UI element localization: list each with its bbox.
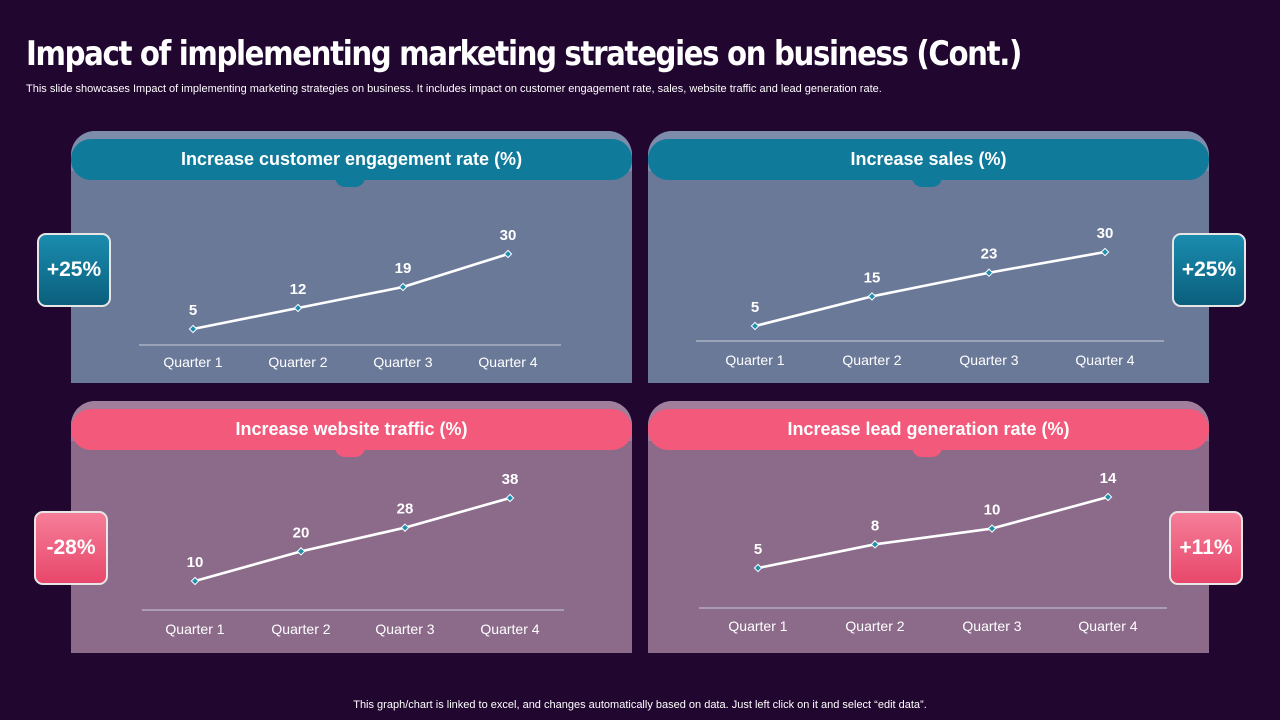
sales-category-label-1: Quarter 1: [725, 352, 784, 368]
lead-generation-category-label-4: Quarter 4: [1078, 618, 1137, 634]
lead-generation-point-2: [870, 540, 880, 549]
website-traffic-change-badge: -28%: [34, 511, 108, 585]
lead-generation-header-label: Increase lead generation rate (%): [787, 419, 1070, 439]
sales-header: Increase sales (%): [648, 139, 1209, 187]
lead-generation-series-line: [756, 495, 1110, 570]
engagement-category-label-3: Quarter 3: [373, 354, 432, 370]
sales-category-label-3: Quarter 3: [959, 352, 1018, 368]
lead-generation-point-3: [987, 524, 997, 533]
sales-point-3: [984, 268, 994, 278]
sales-data-label-3: 23: [981, 246, 998, 263]
website-traffic-series-line: [193, 496, 512, 583]
lead-generation-point-1: [753, 563, 763, 573]
website-traffic-chart[interactable]: 10 Quarter 1 20 Quarter 2 28 Quarter 3 38 Quart…: [71, 451, 632, 653]
website-traffic-category-label-4: Quarter 4: [480, 621, 539, 637]
sales-data-label-2: 15: [864, 269, 881, 286]
lead-generation-category-label-3: Quarter 3: [962, 618, 1021, 634]
lead-generation-change-badge: +11%: [1169, 511, 1243, 585]
sales-point-2: [867, 292, 877, 301]
page-subtitle: This slide showcases Impact of implement…: [26, 83, 882, 95]
website-traffic-data-label-4: 38: [502, 471, 519, 488]
engagement-data-label-1: 5: [189, 302, 197, 319]
lead-generation-data-label-3: 10: [984, 502, 1001, 519]
sales-category-label-4: Quarter 4: [1075, 352, 1134, 368]
website-traffic-point-3: [400, 523, 410, 532]
website-traffic-data-label-1: 10: [187, 554, 204, 571]
website-traffic-header-label: Increase website traffic (%): [235, 419, 468, 439]
engagement-point-2: [293, 303, 303, 313]
sales-change-badge: +25%: [1172, 233, 1246, 307]
lead-generation-point-4: [1103, 492, 1113, 502]
website-traffic-point-1: [190, 576, 200, 586]
lead-generation-panel: Increase lead generation rate (%) 5 Quart…: [648, 401, 1209, 653]
engagement-chart[interactable]: 5 Quarter 1 12 Quarter 2 19 Quarter 3 30 Quarte…: [71, 181, 632, 383]
sales-header-label: Increase sales (%): [850, 149, 1007, 169]
website-traffic-data-label-2: 20: [293, 524, 310, 541]
lead-generation-category-label-1: Quarter 1: [728, 618, 787, 634]
website-traffic-point-2: [296, 547, 306, 556]
sales-panel: Increase sales (%) 5 Quarter 1 15 Quarter 2…: [648, 131, 1209, 383]
engagement-point-3: [398, 282, 408, 292]
engagement-category-label-1: Quarter 1: [163, 354, 222, 370]
lead-generation-data-label-4: 14: [1100, 470, 1117, 487]
engagement-panel: Increase customer engagement rate (%) 5 Q…: [71, 131, 632, 383]
sales-chart[interactable]: 5 Quarter 1 15 Quarter 2 23 Quarter 3 30 Quarte…: [648, 181, 1209, 383]
website-traffic-category-label-3: Quarter 3: [375, 621, 434, 637]
website-traffic-point-4: [505, 493, 515, 503]
sales-series-line: [753, 250, 1107, 328]
website-traffic-header: Increase website traffic (%): [71, 409, 632, 457]
engagement-series-line: [191, 252, 510, 331]
website-traffic-panel: Increase website traffic (%) 10 Quarter 1…: [71, 401, 632, 653]
sales-data-label-4: 30: [1097, 225, 1114, 242]
footer-note: This graph/chart is linked to excel, and…: [353, 699, 927, 711]
lead-generation-category-label-2: Quarter 2: [845, 618, 904, 634]
sales-point-1: [750, 321, 760, 331]
engagement-data-label-3: 19: [395, 260, 412, 277]
lead-generation-data-label-2: 8: [871, 517, 879, 534]
lead-generation-header: Increase lead generation rate (%): [648, 409, 1209, 457]
website-traffic-data-label-3: 28: [397, 501, 414, 518]
engagement-header: Increase customer engagement rate (%): [71, 139, 632, 187]
sales-data-label-1: 5: [751, 299, 759, 316]
engagement-header-label: Increase customer engagement rate (%): [180, 149, 523, 169]
engagement-category-label-4: Quarter 4: [478, 354, 537, 370]
engagement-change-badge: +25%: [37, 233, 111, 307]
engagement-category-label-2: Quarter 2: [268, 354, 327, 370]
sales-point-4: [1100, 247, 1110, 257]
engagement-point-4: [503, 249, 513, 259]
website-traffic-category-label-2: Quarter 2: [271, 621, 330, 637]
lead-generation-chart[interactable]: 5 Quarter 1 8 Quarter 2 10 Quarter 3 14 Quarter…: [648, 451, 1209, 653]
sales-category-label-2: Quarter 2: [842, 352, 901, 368]
engagement-data-label-2: 12: [290, 281, 307, 298]
page-title: Impact of implementing marketing strateg…: [26, 34, 1022, 74]
engagement-point-1: [188, 324, 198, 334]
engagement-data-label-4: 30: [500, 227, 517, 244]
lead-generation-data-label-1: 5: [754, 541, 762, 558]
website-traffic-category-label-1: Quarter 1: [165, 621, 224, 637]
